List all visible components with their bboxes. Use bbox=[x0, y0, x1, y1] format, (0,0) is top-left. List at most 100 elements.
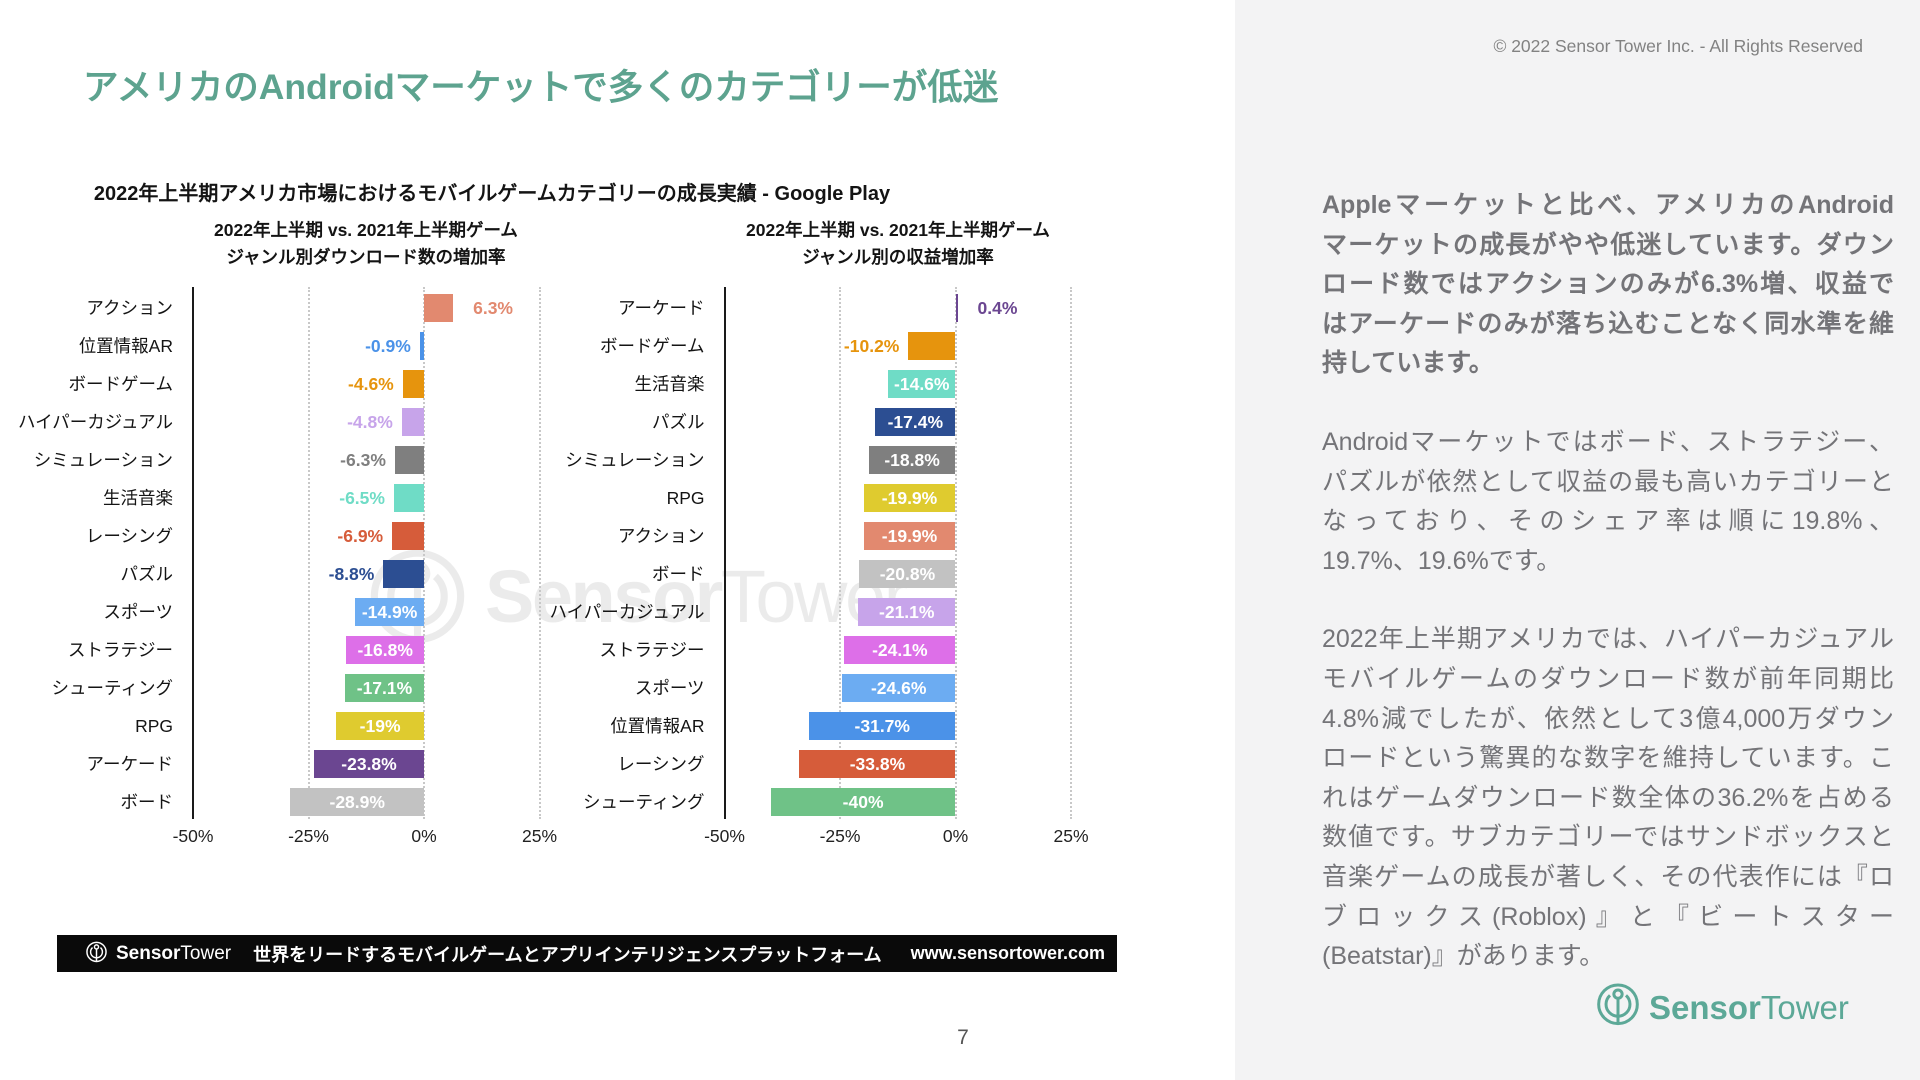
bar-value-label: -8.8% bbox=[328, 564, 375, 584]
bar-revenue-growth bbox=[888, 370, 956, 398]
category-label: アーケード bbox=[618, 298, 705, 318]
sensortower-logo-icon bbox=[1597, 983, 1639, 1026]
category-label: パズル bbox=[652, 412, 705, 432]
chart-subtitle-downloads: 2022年上半期 vs. 2021年上半期ゲーム ジャンル別ダウンロード数の増加… bbox=[136, 217, 596, 271]
chart-title: 2022年上半期アメリカ市場におけるモバイルゲームカテゴリーの成長実績 - Go… bbox=[93, 183, 891, 205]
bar-revenue-growth bbox=[955, 294, 958, 322]
bar-value-label: -14.6% bbox=[894, 374, 950, 394]
footer-brand: SensorTower bbox=[116, 942, 232, 964]
sidebar: © 2022 Sensor Tower Inc. - All Rights Re… bbox=[1235, 0, 1920, 1080]
paragraph-line: れはゲームダウンロード数全体の36.2%を占める bbox=[1322, 783, 1894, 812]
category-label: 生活音楽 bbox=[103, 488, 173, 508]
bar-value-label: -24.6% bbox=[870, 678, 927, 698]
bar-value-label: -6.3% bbox=[340, 450, 386, 470]
paragraph-line: 音楽ゲームの成長が著しく、その代表作には『ロ bbox=[1322, 862, 1894, 891]
category-label: パズル bbox=[120, 564, 174, 584]
category-label: ストラテジー bbox=[599, 640, 705, 660]
bar-value-label: -23.8% bbox=[341, 754, 397, 774]
category-label: 生活音楽 bbox=[634, 374, 705, 394]
bar-downloads-growth bbox=[394, 446, 424, 474]
bar-revenue-growth bbox=[863, 522, 956, 550]
bar-value-label: -19.9% bbox=[881, 488, 938, 508]
bar-revenue-growth bbox=[875, 408, 956, 436]
category-label: アクション bbox=[86, 298, 173, 318]
bar-value-label: -14.9% bbox=[361, 602, 418, 622]
x-tick-label: -50% bbox=[704, 826, 745, 846]
gridline bbox=[839, 287, 841, 819]
paragraph-line: ロード数ではアクションのみが6.3%増、収益で bbox=[1322, 270, 1894, 299]
footer-bar: SensorTower 世界をリードするモバイルゲームとアプリインテリジェンスプ… bbox=[57, 935, 1117, 972]
paragraph-line: モバイルゲームのダウンロード数が前年同期比 bbox=[1322, 664, 1894, 693]
paragraph-line: パズルが依然として収益の最も高いカテゴリーと bbox=[1322, 467, 1894, 496]
paragraph-line: 持しています。 bbox=[1322, 349, 1494, 378]
bar-downloads-growth bbox=[424, 294, 454, 322]
bar-downloads-growth bbox=[290, 788, 424, 816]
category-label: レーシング bbox=[617, 754, 705, 774]
bar-revenue-growth bbox=[908, 332, 956, 360]
subtitle-line2: ジャンル別ダウンロード数の増加率 bbox=[226, 247, 506, 267]
subtitle-line1: 2022年上半期 vs. 2021年上半期ゲーム bbox=[214, 220, 518, 240]
subtitle-line2: ジャンル別の収益増加率 bbox=[802, 247, 994, 267]
category-label: RPG bbox=[666, 488, 705, 508]
paragraph-line: Appleマーケットと比べ、アメリカのAndroid bbox=[1322, 191, 1894, 219]
category-label: ボードゲーム bbox=[600, 336, 705, 356]
bar-value-label: -24.1% bbox=[872, 640, 928, 660]
category-label: ハイパーカジュアル bbox=[549, 602, 705, 622]
bar-downloads-growth bbox=[401, 408, 424, 436]
sensortower-logo: SensorTower bbox=[1595, 982, 1849, 1033]
category-label: シューティング bbox=[51, 678, 173, 698]
bar-value-label: -6.9% bbox=[337, 526, 384, 546]
bar-value-label: -0.9% bbox=[365, 336, 411, 356]
sidebar-paragraph-1: Appleマーケットと比べ、アメリカのAndroid マーケットの成長がやや低迷し… bbox=[1322, 186, 1894, 384]
footer-url: www.sensortower.com bbox=[910, 943, 1105, 963]
paragraph-line: マーケットの成長がやや低迷しています。ダウン bbox=[1322, 230, 1894, 259]
category-label: ボード bbox=[652, 564, 705, 584]
bar-downloads-growth bbox=[383, 560, 424, 588]
category-label: レーシング bbox=[85, 526, 173, 546]
footer-tagline: 世界をリードするモバイルゲームとアプリインテリジェンスプラットフォーム bbox=[253, 944, 882, 965]
axis-line bbox=[192, 287, 194, 819]
bar-value-label: -10.2% bbox=[843, 336, 900, 356]
bar-revenue-growth bbox=[770, 788, 956, 816]
bar-downloads-growth bbox=[314, 750, 424, 778]
category-label: アーケード bbox=[86, 754, 173, 774]
bar-value-label: -31.7% bbox=[854, 716, 910, 736]
category-label: ハイパーカジュアル bbox=[17, 412, 173, 432]
category-label: スポーツ bbox=[634, 678, 705, 698]
bar-value-label: -19.9% bbox=[881, 526, 938, 546]
paragraph-line: 4.8%減でしたが、依然として3億4,000万ダウン bbox=[1322, 704, 1894, 733]
gridline bbox=[954, 287, 957, 819]
bar-revenue-growth bbox=[859, 560, 956, 588]
slide-title: アメリカのAndroidマーケットで多くのカテゴリーが低迷 bbox=[83, 67, 999, 107]
bar-value-label: -17.4% bbox=[887, 412, 944, 432]
bar-downloads-growth bbox=[346, 636, 424, 664]
category-label: ストラテジー bbox=[68, 640, 173, 660]
paragraph-line: 数値です。サブカテゴリーではサンドボックスと bbox=[1322, 823, 1894, 852]
category-label: 位置情報AR bbox=[610, 716, 705, 736]
axis-line bbox=[723, 287, 726, 819]
paragraph-line: はアーケードのみが落ち込むことなく同水準を維 bbox=[1322, 309, 1894, 338]
bar-value-label: -40% bbox=[842, 792, 884, 812]
category-label: RPG bbox=[135, 716, 173, 736]
chart-subtitle-revenue: 2022年上半期 vs. 2021年上半期ゲーム ジャンル別の収益増加率 bbox=[668, 217, 1128, 271]
bar-revenue-growth bbox=[863, 484, 956, 512]
bar-revenue-growth bbox=[844, 636, 956, 664]
bar-value-label: -20.8% bbox=[879, 564, 936, 584]
category-label: 位置情報AR bbox=[78, 336, 173, 356]
sidebar-logo-text: SensorTower bbox=[1649, 988, 1849, 1026]
bar-charts: -50% -25% 0% 25% アクション 6.3% 位置情報AR -0.9% ボードゲーム -… bbox=[17, 287, 1089, 846]
page-number: 7 bbox=[957, 1026, 969, 1049]
bar-value-label: -19% bbox=[359, 716, 401, 736]
bar-downloads-growth bbox=[402, 370, 424, 398]
category-label: ボード bbox=[120, 792, 174, 812]
sidebar-paragraphs: Appleマーケットと比べ、アメリカのAndroid マーケットの成長がやや低迷し… bbox=[1322, 186, 1894, 1016]
bar-revenue-growth bbox=[858, 598, 956, 626]
bar-value-label: -21.1% bbox=[879, 602, 935, 622]
bar-revenue-growth bbox=[868, 446, 956, 474]
gridline bbox=[423, 287, 425, 819]
bar-downloads-growth bbox=[392, 522, 424, 550]
bar-revenue-growth bbox=[841, 674, 956, 702]
x-tick-label: -25% bbox=[288, 826, 329, 846]
x-tick-label: -50% bbox=[172, 826, 214, 846]
x-tick-label: 0% bbox=[942, 826, 969, 846]
